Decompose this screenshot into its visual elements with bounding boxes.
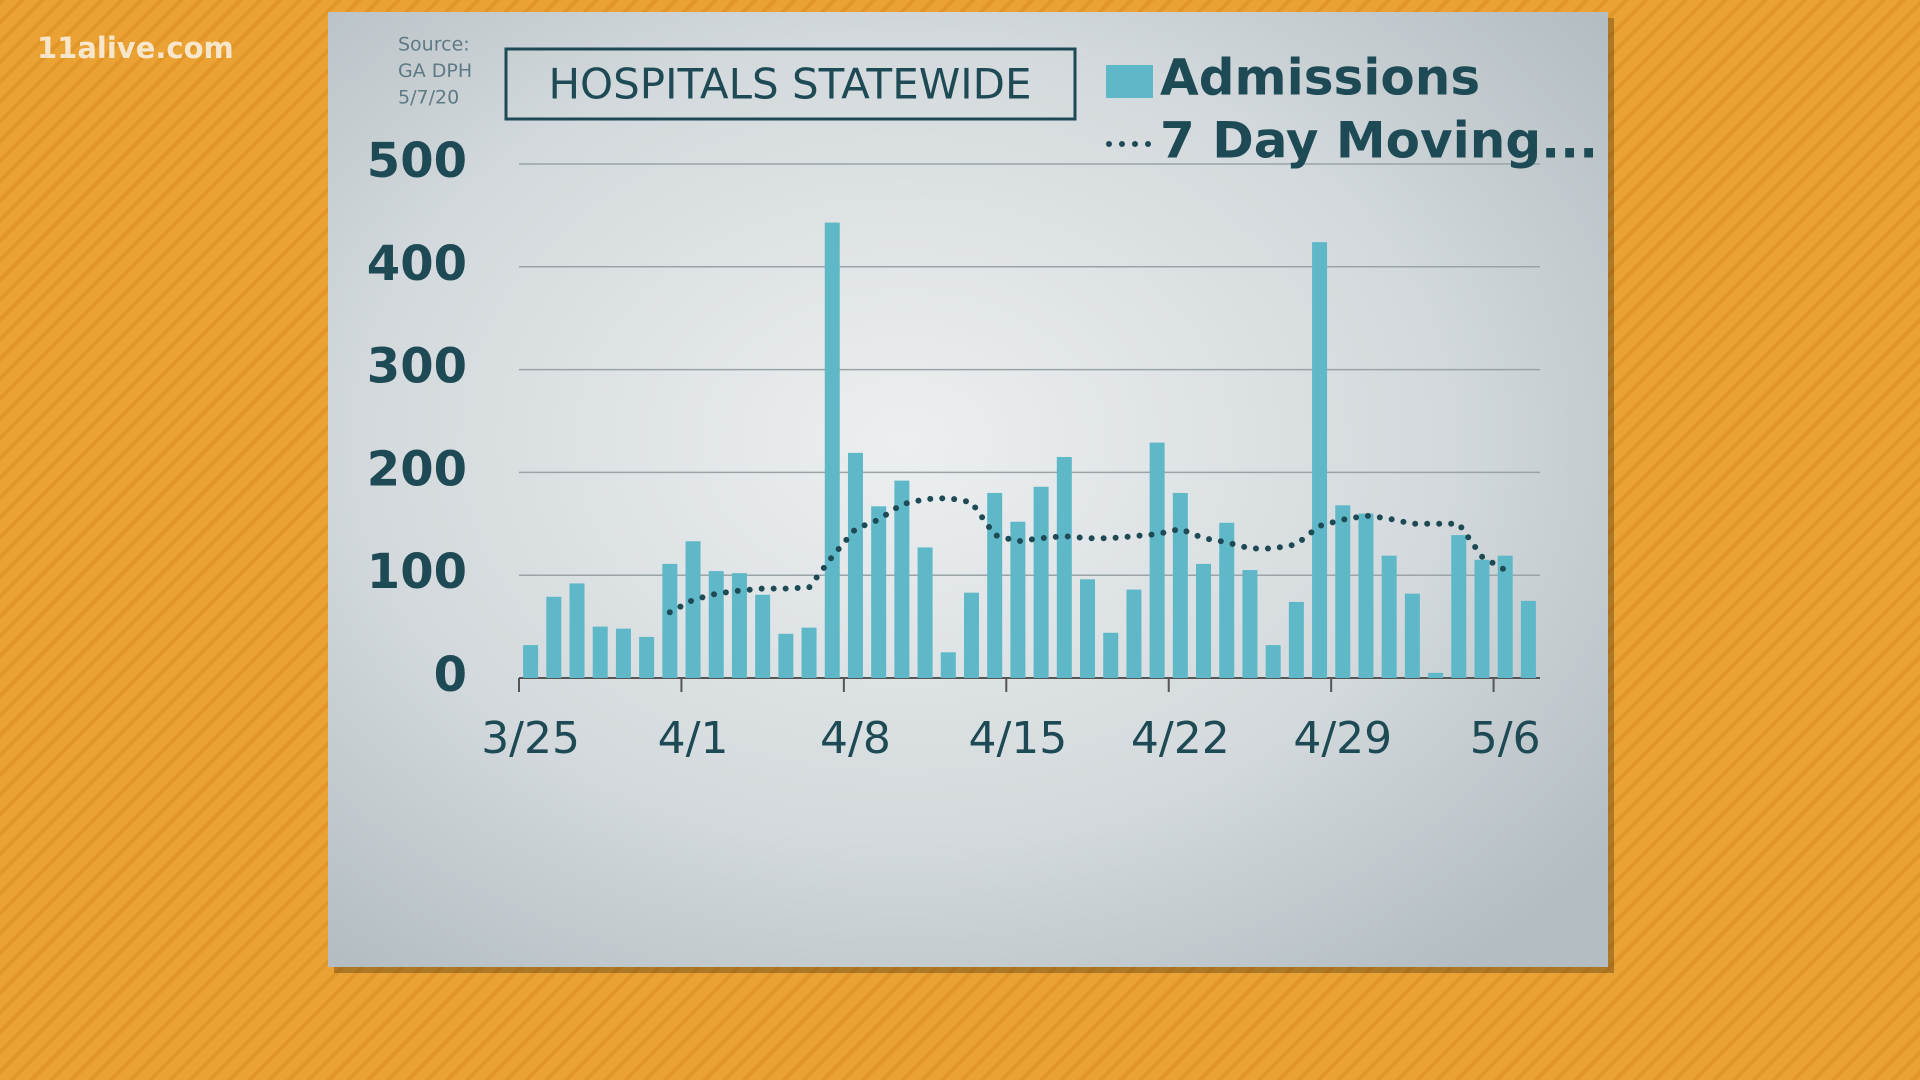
y-tick-label: 500 xyxy=(367,133,467,189)
bar xyxy=(1404,593,1420,678)
x-tick-label: 5/6 xyxy=(1470,713,1541,764)
bar xyxy=(824,222,840,678)
bar xyxy=(1358,513,1374,678)
bar xyxy=(1520,600,1536,678)
bar xyxy=(639,636,655,678)
bar xyxy=(731,573,747,678)
bar xyxy=(1010,521,1026,678)
bar xyxy=(1428,672,1444,678)
legend-label: Admissions xyxy=(1160,49,1480,107)
bar xyxy=(592,626,608,678)
bar xyxy=(917,547,933,678)
bar xyxy=(871,506,887,678)
x-tick-label: 4/22 xyxy=(1131,713,1230,764)
bar xyxy=(1056,456,1072,678)
y-tick-label: 300 xyxy=(367,339,467,395)
x-tick-label: 3/25 xyxy=(481,713,580,764)
legend-label: 7 Day Moving... xyxy=(1160,112,1598,170)
bar xyxy=(1126,589,1142,678)
x-tick-label: 4/8 xyxy=(820,713,891,764)
chart-title: HOSPITALS STATEWIDE xyxy=(548,60,1031,109)
bar xyxy=(1242,570,1258,678)
bar xyxy=(523,645,539,678)
y-tick-label: 200 xyxy=(367,441,467,497)
bar xyxy=(1381,555,1397,678)
title-box xyxy=(504,47,1077,121)
x-tick-label: 4/15 xyxy=(968,713,1067,764)
bar xyxy=(685,541,701,678)
bar xyxy=(987,492,1003,678)
bar xyxy=(662,563,678,678)
moving-average-line xyxy=(666,495,1509,616)
bar xyxy=(1312,242,1328,679)
legend-swatch xyxy=(1106,65,1153,98)
bar xyxy=(1335,505,1351,678)
bar xyxy=(963,592,979,678)
bar xyxy=(615,628,631,678)
bar xyxy=(1103,632,1119,678)
x-tick-label: 4/1 xyxy=(658,713,729,764)
x-tick-label: 4/29 xyxy=(1293,713,1392,764)
y-tick-label: 400 xyxy=(367,236,467,292)
source-note: 5/7/20 xyxy=(398,87,459,109)
bar xyxy=(1288,601,1304,678)
source-note: GA DPH xyxy=(398,60,472,82)
bar xyxy=(708,571,724,678)
y-tick-label: 0 xyxy=(434,647,467,703)
bar xyxy=(894,480,910,678)
bar xyxy=(1474,559,1490,678)
bar xyxy=(1219,522,1235,678)
bar xyxy=(847,452,863,678)
bar xyxy=(1172,492,1188,678)
source-note: Source: xyxy=(398,34,470,56)
bar xyxy=(778,633,794,678)
bar xyxy=(1149,442,1165,678)
watermark: 11alive.com xyxy=(37,31,234,65)
bar xyxy=(1497,555,1513,678)
bar xyxy=(755,594,771,678)
bar xyxy=(1196,563,1212,678)
bar xyxy=(940,652,956,678)
bar xyxy=(569,583,585,678)
bar xyxy=(1451,535,1467,678)
bar xyxy=(1265,645,1281,678)
bar xyxy=(801,627,817,678)
bar xyxy=(546,596,562,678)
bar xyxy=(1033,486,1049,678)
y-tick-label: 100 xyxy=(367,544,467,600)
panel xyxy=(328,12,1608,967)
bar xyxy=(1080,579,1096,678)
